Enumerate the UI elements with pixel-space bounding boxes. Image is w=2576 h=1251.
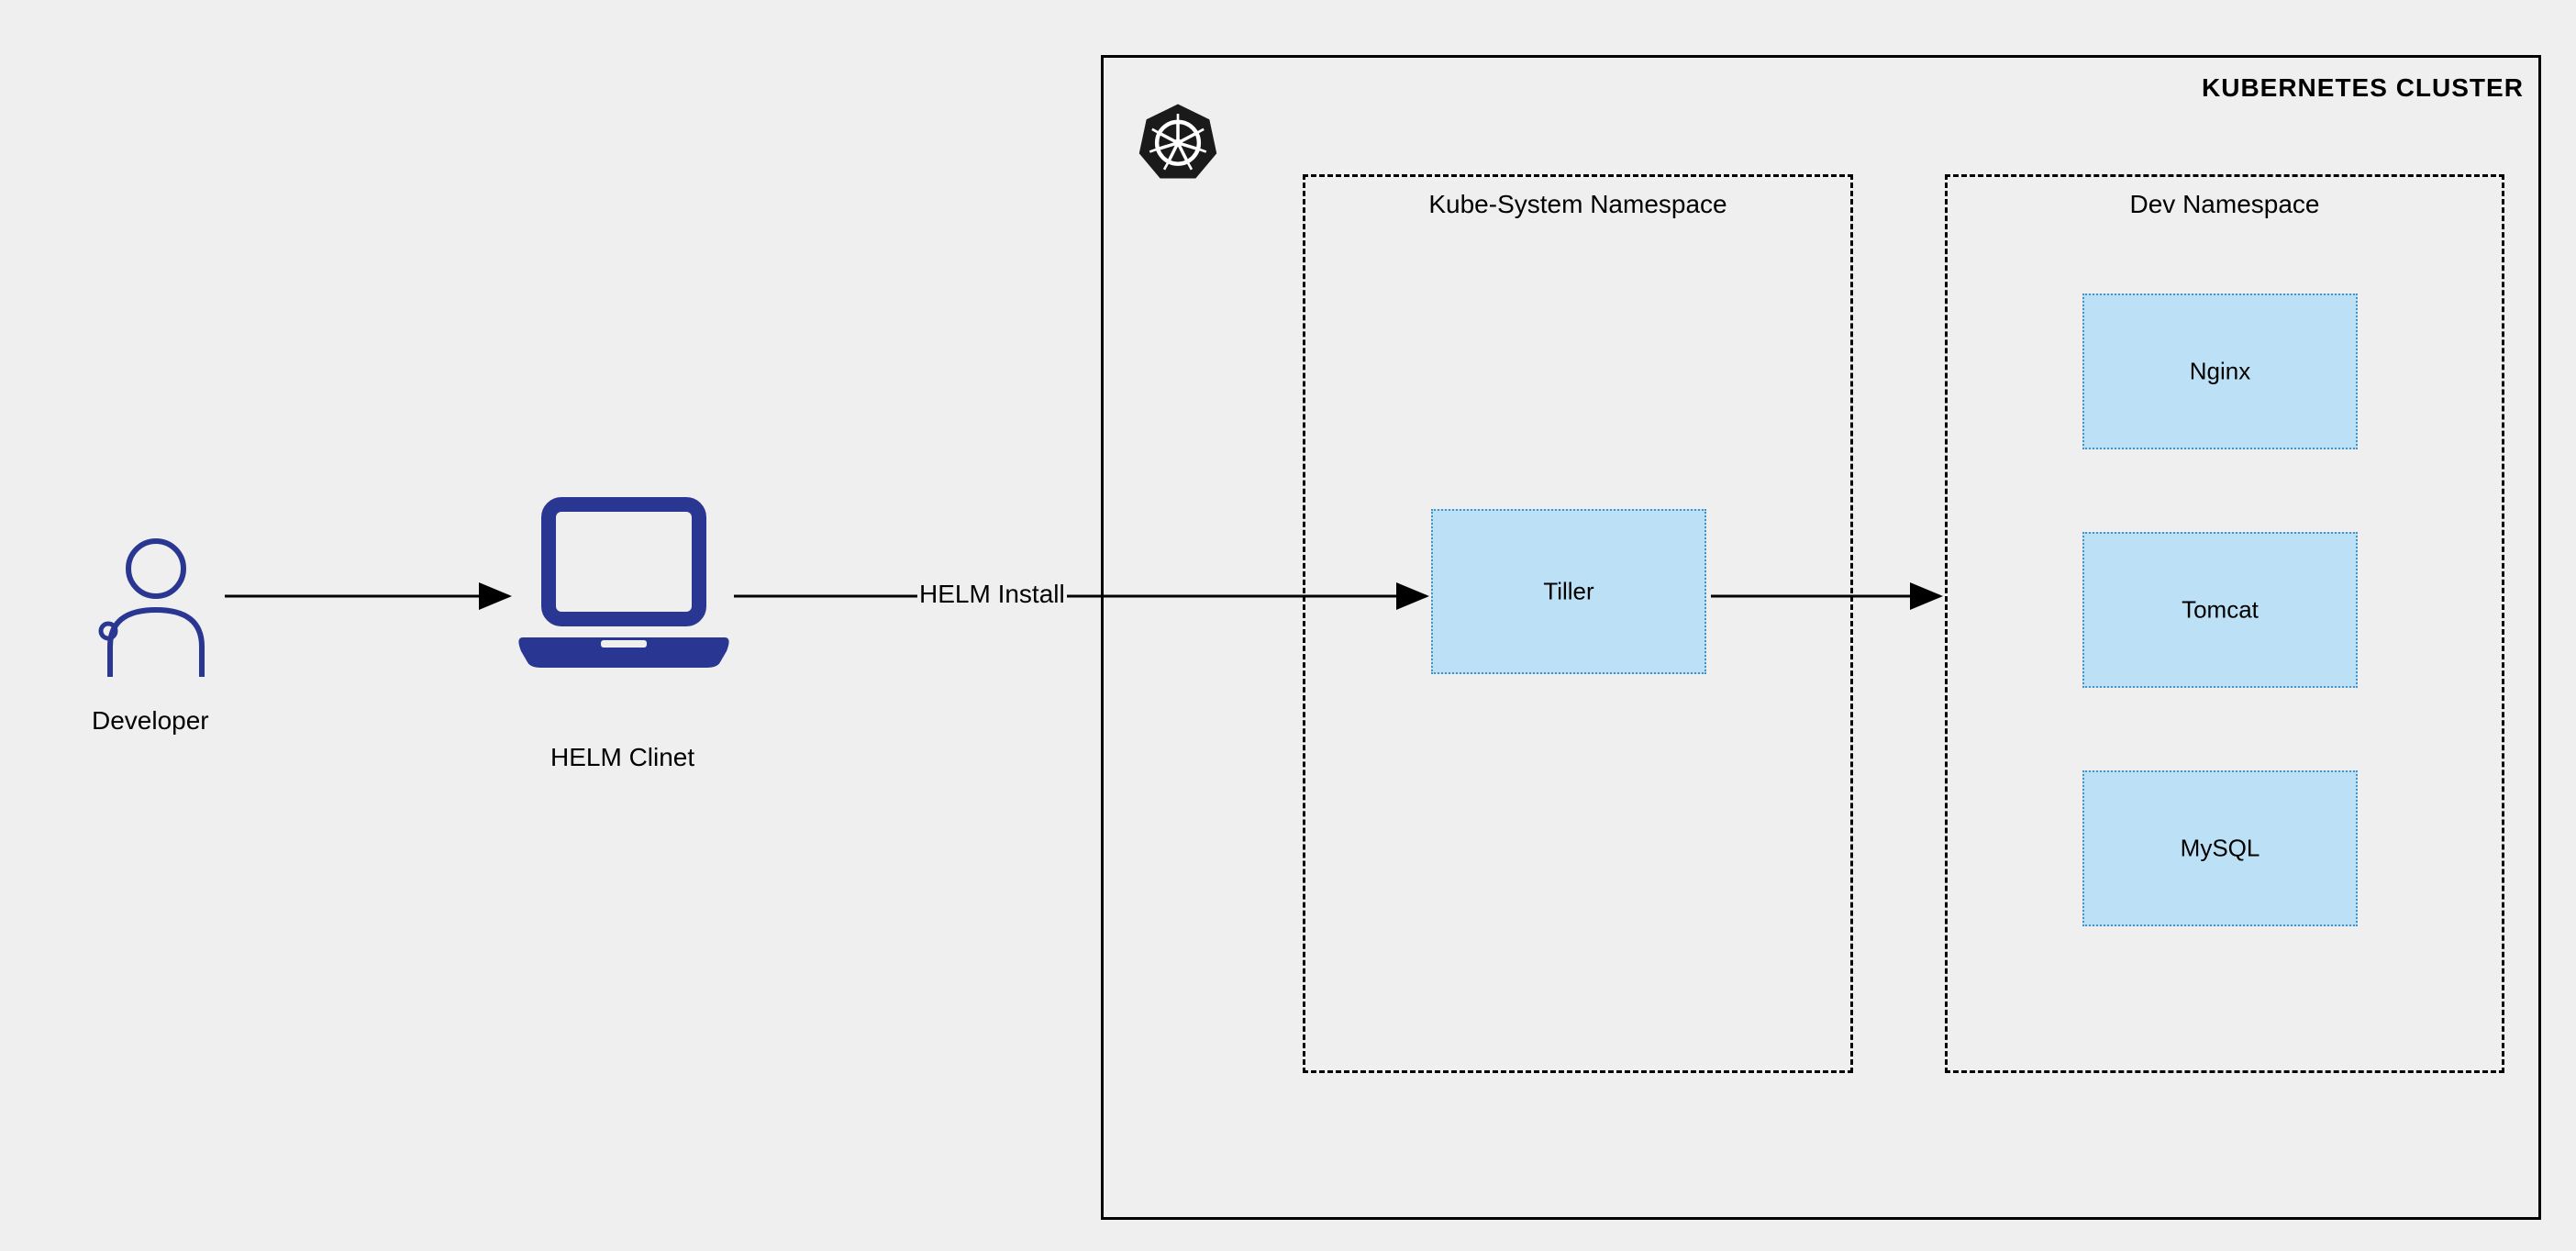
- pod-tiller: Tiller: [1431, 509, 1706, 674]
- pod-tomcat: Tomcat: [2082, 532, 2358, 688]
- pod-mysql: MySQL: [2082, 770, 2358, 926]
- helm-client-label: HELM Clinet: [550, 743, 694, 772]
- kubernetes-icon: [1138, 101, 1218, 182]
- laptop-icon: [514, 495, 734, 670]
- developer-icon: [92, 532, 220, 679]
- pod-nginx: Nginx: [2082, 293, 2358, 449]
- pod-tomcat-label: Tomcat: [2084, 596, 2356, 625]
- diagram-canvas: Developer HELM Clinet KUBERNETES CLUSTER: [0, 0, 2576, 1251]
- namespace-dev-title: Dev Namespace: [1948, 190, 2502, 219]
- namespace-kube-system-title: Kube-System Namespace: [1305, 190, 1850, 219]
- pod-tiller-label: Tiller: [1433, 578, 1704, 606]
- developer-label: Developer: [92, 706, 209, 736]
- pod-mysql-label: MySQL: [2084, 835, 2356, 863]
- arrow-label-helm-install: HELM Install: [917, 580, 1067, 609]
- kubernetes-cluster-title: KUBERNETES CLUSTER: [2202, 73, 2524, 103]
- pod-nginx-label: Nginx: [2084, 358, 2356, 386]
